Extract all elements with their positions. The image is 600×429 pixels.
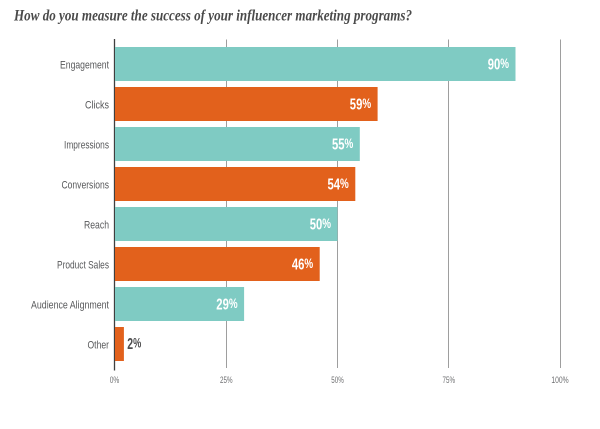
svg-text:Audience Alignment: Audience Alignment [31,300,109,312]
svg-text:Other: Other [88,340,110,352]
svg-text:55%: 55% [332,135,354,153]
svg-text:90%: 90% [488,55,510,73]
svg-text:Engagement: Engagement [60,60,109,72]
svg-text:Product Sales: Product Sales [57,260,109,272]
svg-text:75%: 75% [443,375,456,386]
svg-text:50%: 50% [331,375,344,386]
svg-text:Conversions: Conversions [62,180,110,192]
svg-text:50%: 50% [310,215,332,233]
svg-text:54%: 54% [328,175,350,193]
svg-text:Clicks: Clicks [85,100,109,112]
svg-text:100%: 100% [551,375,569,386]
svg-text:Reach: Reach [84,220,109,232]
svg-text:59%: 59% [350,95,372,113]
svg-text:29%: 29% [216,295,238,313]
svg-text:25%: 25% [220,375,233,386]
svg-text:0%: 0% [110,375,120,386]
svg-text:46%: 46% [292,255,314,273]
svg-text:Impressions: Impressions [64,140,109,152]
svg-text:2%: 2% [127,335,141,353]
svg-text:How do you measure the success: How do you measure the success of your i… [13,8,412,25]
